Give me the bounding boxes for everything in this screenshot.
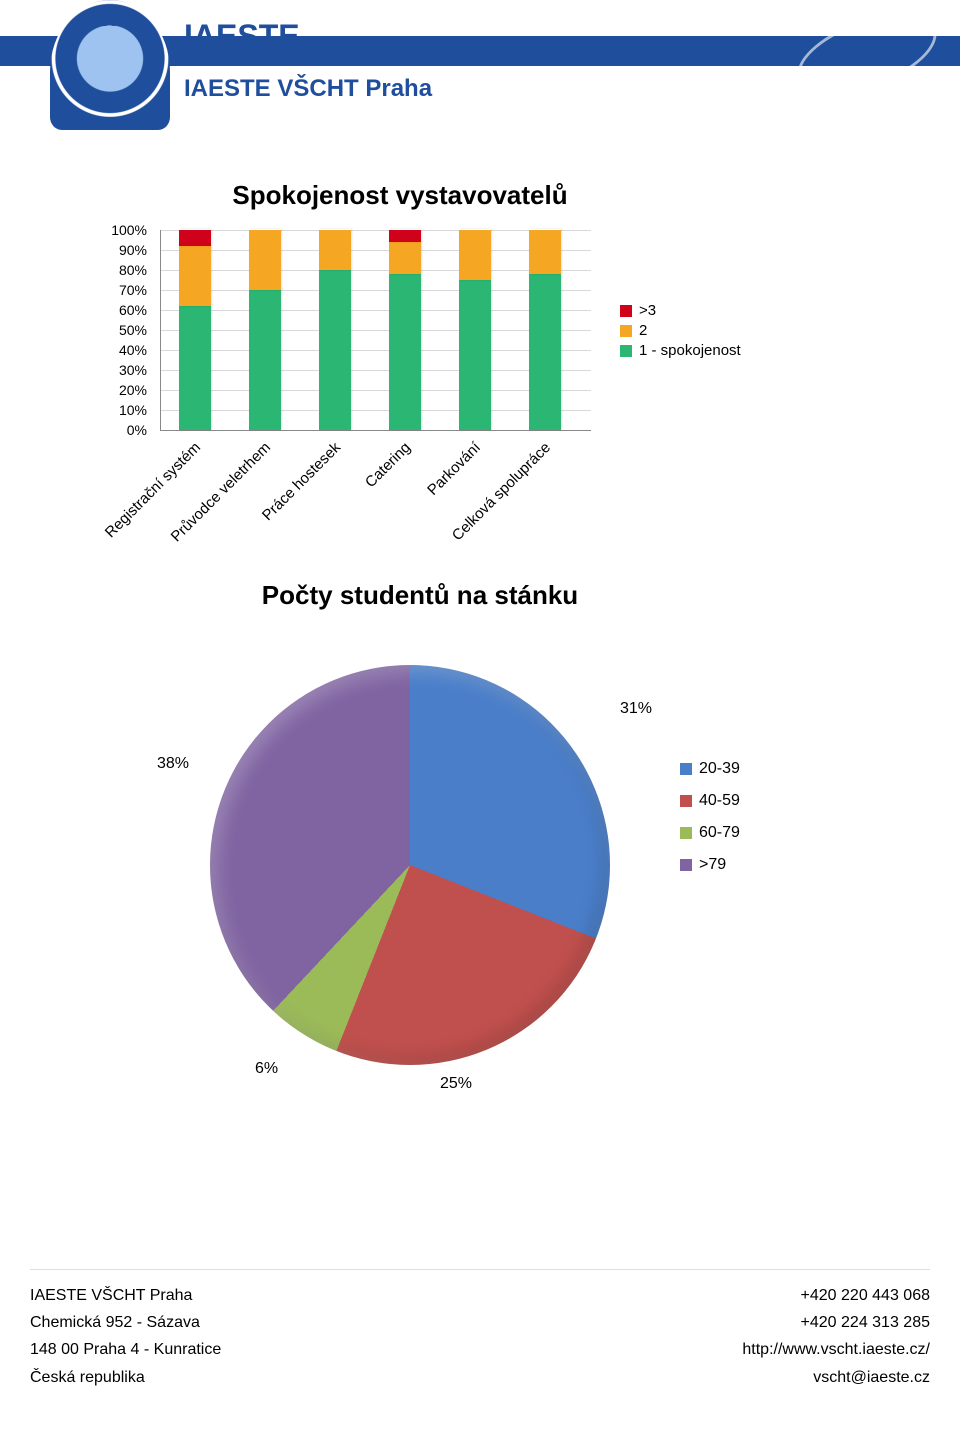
bar-segment — [529, 273, 561, 430]
bar-chart-y-axis-labels: 0%10%20%30%40%50%60%70%80%90%100% — [105, 230, 155, 430]
bar-segment — [389, 229, 421, 242]
legend-label: 40-59 — [699, 792, 740, 810]
footer-url: http://www.vscht.iaeste.cz/ — [742, 1336, 930, 1363]
bar-chart-legend: >3 2 1 - spokojenost — [620, 302, 741, 362]
bar-segment — [459, 279, 491, 430]
legend-item: 20-39 — [680, 760, 740, 778]
pie-slices — [210, 665, 610, 1065]
legend-label: 20-39 — [699, 760, 740, 778]
legend-item: 2 — [620, 322, 741, 339]
pie-slice-label: 25% — [440, 1075, 472, 1093]
footer-email: vscht@iaeste.cz — [742, 1364, 930, 1391]
footer-city: 148 00 Praha 4 - Kunratice — [30, 1336, 221, 1363]
legend-item: >3 — [620, 302, 741, 319]
legend-swatch-icon — [680, 795, 692, 807]
bar — [529, 230, 561, 430]
bar-chart-title: Spokojenost vystavovatelů — [80, 180, 800, 211]
footer-phone-1: +420 220 443 068 — [742, 1282, 930, 1309]
pie-slice-label: 6% — [255, 1060, 278, 1078]
legend-swatch-icon — [680, 827, 692, 839]
legend-label: >79 — [699, 856, 726, 874]
bar-x-tick: Parkování — [424, 439, 484, 499]
bar-segment — [179, 229, 211, 246]
legend-label: >3 — [639, 302, 656, 319]
legend-item: >79 — [680, 856, 740, 874]
bar-y-tick: 0% — [97, 422, 147, 438]
bar-segment — [389, 241, 421, 274]
legend-item: 60-79 — [680, 824, 740, 842]
legend-item: 40-59 — [680, 792, 740, 810]
pie-chart: Počty studentů na stánku 31% 25% 6% 38% 20-… — [80, 580, 820, 1140]
legend-label: 2 — [639, 322, 647, 339]
bar-y-tick: 100% — [97, 222, 147, 238]
legend-swatch-icon — [680, 859, 692, 871]
bar-y-tick: 80% — [97, 262, 147, 278]
bar-y-tick: 60% — [97, 302, 147, 318]
bar-segment — [529, 229, 561, 274]
bar-segment — [319, 269, 351, 430]
bar — [319, 230, 351, 430]
bar-segment — [249, 289, 281, 430]
bar-segment — [459, 229, 491, 280]
page-footer: IAESTE VŠCHT Praha Chemická 952 - Sázava… — [30, 1269, 930, 1402]
footer-contact: +420 220 443 068 +420 224 313 285 http:/… — [742, 1282, 930, 1391]
org-subtitle: IAESTE VŠCHT Praha — [184, 75, 432, 103]
bar-segment — [389, 273, 421, 430]
bar — [179, 230, 211, 430]
footer-org: IAESTE VŠCHT Praha — [30, 1282, 221, 1309]
page-header: I·A·E·S·T·E IAESTE IAESTE VŠCHT Praha — [0, 0, 960, 135]
legend-item: 1 - spokojenost — [620, 342, 741, 359]
pie-chart-legend: 20-39 40-59 60-79 >79 — [680, 760, 740, 888]
pie-slice-label: 38% — [157, 755, 189, 773]
bar — [389, 230, 421, 430]
bar — [459, 230, 491, 430]
bar-y-tick: 20% — [97, 382, 147, 398]
bar-chart-x-axis-labels: Registrační systémPrůvodce veletrhemPrác… — [160, 435, 590, 555]
legend-label: 60-79 — [699, 824, 740, 842]
bar-segment — [319, 229, 351, 270]
bar-chart-plot-area — [160, 230, 591, 431]
bar-y-tick: 30% — [97, 362, 147, 378]
bar — [249, 230, 281, 430]
org-title: IAESTE — [184, 18, 300, 55]
pie-slice-label: 31% — [620, 700, 652, 718]
bar-segment — [249, 229, 281, 290]
legend-swatch-icon — [620, 305, 632, 317]
logo-letters: I·A·E·S·T·E — [84, 18, 137, 29]
legend-swatch-icon — [620, 325, 632, 337]
footer-phone-2: +420 224 313 285 — [742, 1309, 930, 1336]
pie-chart-title: Počty studentů na stánku — [80, 580, 820, 611]
legend-swatch-icon — [620, 345, 632, 357]
bar-y-tick: 70% — [97, 282, 147, 298]
bar-chart: Spokojenost vystavovatelů 0%10%20%30%40%… — [80, 180, 800, 560]
bar-segment — [179, 305, 211, 430]
footer-address: IAESTE VŠCHT Praha Chemická 952 - Sázava… — [30, 1282, 221, 1391]
bar-y-tick: 10% — [97, 402, 147, 418]
legend-label: 1 - spokojenost — [639, 342, 741, 359]
footer-street: Chemická 952 - Sázava — [30, 1309, 221, 1336]
bar-x-tick: Catering — [362, 439, 414, 491]
pie-holder — [210, 665, 610, 1065]
bar-segment — [179, 245, 211, 306]
bar-y-tick: 90% — [97, 242, 147, 258]
legend-swatch-icon — [680, 763, 692, 775]
bar-y-tick: 50% — [97, 322, 147, 338]
iaeste-logo-icon: I·A·E·S·T·E — [50, 0, 170, 130]
bar-y-tick: 40% — [97, 342, 147, 358]
footer-country: Česká republika — [30, 1364, 221, 1391]
